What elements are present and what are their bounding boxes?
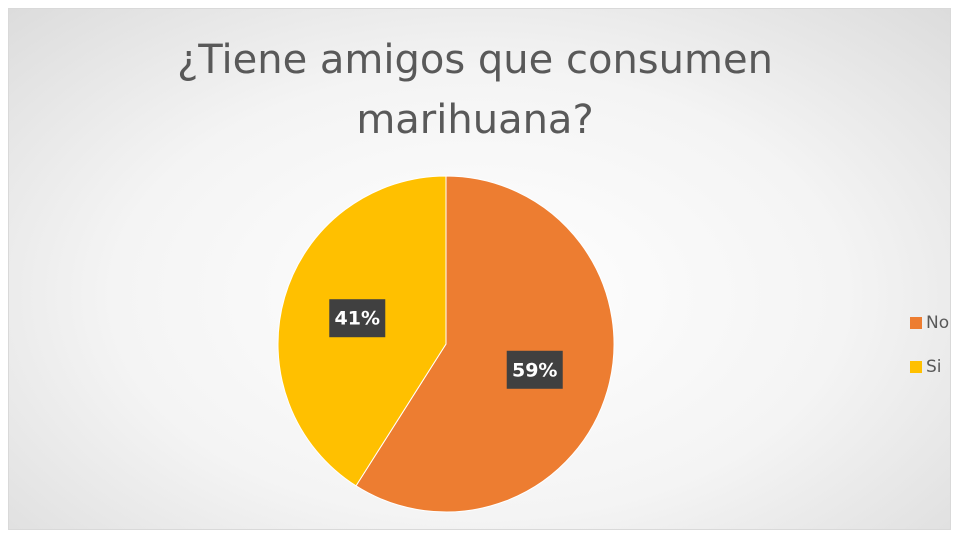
- data-label: 59%: [512, 359, 557, 381]
- legend-swatch: [910, 361, 922, 373]
- legend-label: No: [926, 313, 949, 333]
- chart-title: ¿Tiene amigos que consumen marihuana?: [177, 37, 773, 143]
- data-label-box: [329, 299, 386, 338]
- pie-slice: [355, 175, 615, 513]
- legend-label: Si: [926, 357, 942, 377]
- data-label-box: [506, 350, 563, 389]
- data-label: 41%: [335, 308, 380, 330]
- legend-swatch: [910, 317, 922, 329]
